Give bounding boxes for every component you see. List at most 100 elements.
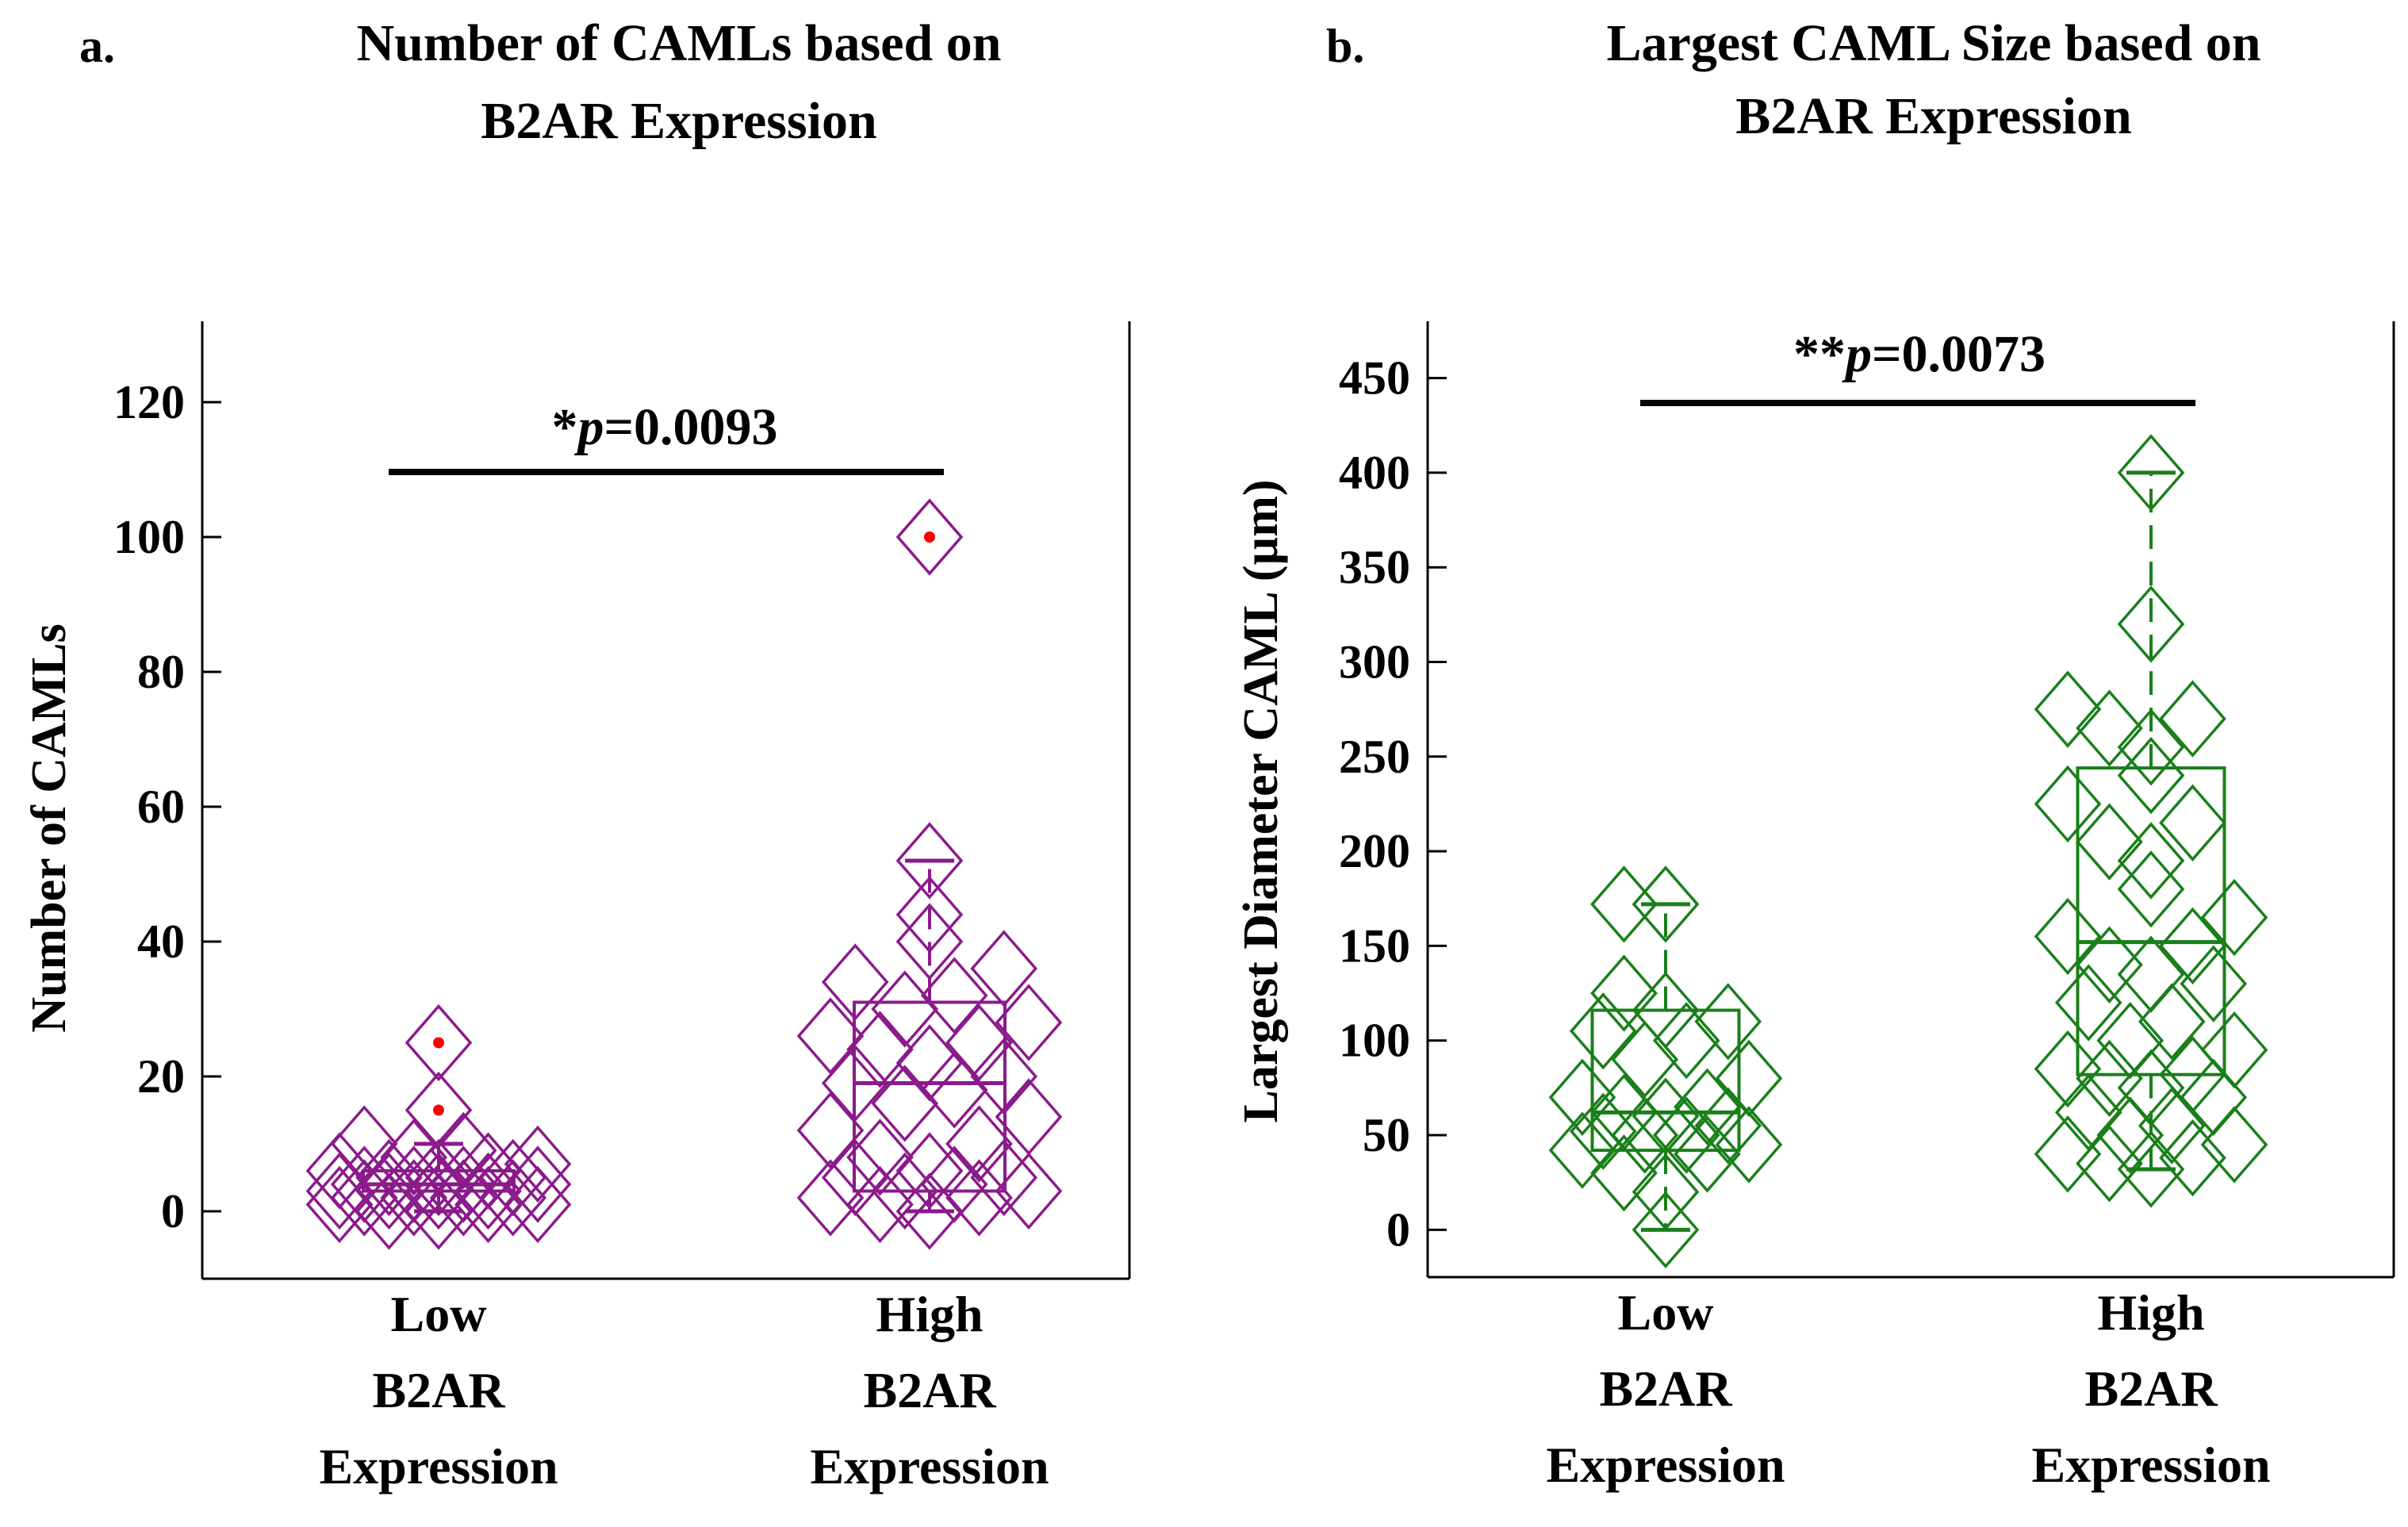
- outlier-marker: [433, 1037, 444, 1049]
- data-point: [2034, 1030, 2102, 1108]
- data-point: [2117, 850, 2185, 928]
- data-point: [1652, 1002, 1720, 1080]
- data-point: [330, 1145, 398, 1223]
- x-tick-label: B2AR: [863, 1362, 996, 1418]
- data-point: [1632, 1191, 1700, 1269]
- data-point: [1590, 954, 1658, 1032]
- x-tick-label: Expression: [319, 1438, 558, 1494]
- data-point: [920, 957, 988, 1034]
- x-tick-label: High: [876, 1286, 983, 1342]
- panel-b: b. Largest CAML Size based on B2AR Expre…: [1234, 14, 2395, 1493]
- panel-a-label: a.: [79, 20, 115, 72]
- data-point: [2096, 1002, 2165, 1080]
- y-tick-label: 450: [1339, 352, 1410, 405]
- data-point: [1674, 1068, 1741, 1145]
- data-point: [2159, 680, 2226, 758]
- data-point: [405, 1003, 473, 1082]
- panel-a-x-tick-labels: Low B2AR Expression High B2AR Expression: [319, 1286, 1049, 1494]
- y-tick-label: 100: [113, 511, 185, 563]
- data-point: [2076, 1039, 2143, 1118]
- data-point: [1632, 1153, 1700, 1231]
- panel-b-plot-area: [1548, 434, 2268, 1269]
- data-point: [2117, 708, 2185, 786]
- data-point: [846, 1118, 914, 1196]
- data-point: [895, 498, 964, 576]
- data-point: [355, 1152, 423, 1230]
- data-point: [2159, 907, 2226, 985]
- y-tick-label: 40: [137, 915, 185, 968]
- data-point: [429, 1111, 497, 1190]
- data-point: [2117, 822, 2185, 900]
- panel-b-label: b.: [1326, 20, 1364, 72]
- data-point: [1590, 865, 1658, 943]
- data-point: [796, 1159, 865, 1237]
- data-point: [305, 1132, 374, 1210]
- data-point: [895, 822, 964, 900]
- data-point: [504, 1165, 572, 1244]
- data-point: [1548, 1058, 1616, 1136]
- data-point: [1611, 1020, 1679, 1099]
- x-tick-label: High: [2097, 1284, 2204, 1341]
- panel-a-y-ticks: 0 20 40 60 80 100 120: [113, 376, 221, 1237]
- x-tick-label: B2AR: [372, 1362, 505, 1418]
- data-point: [2117, 935, 2185, 1013]
- data-point: [405, 1152, 473, 1230]
- y-tick-label: 350: [1339, 541, 1410, 593]
- y-tick-label: 150: [1339, 919, 1410, 972]
- data-point: [2034, 765, 2102, 843]
- data-point: [1590, 1073, 1658, 1152]
- y-tick-label: 400: [1339, 447, 1410, 499]
- data-point: [2138, 1087, 2206, 1164]
- data-point: [504, 1145, 572, 1223]
- data-point: [479, 1138, 547, 1217]
- data-point: [380, 1145, 448, 1223]
- outlier-marker: [433, 1104, 444, 1116]
- y-tick-label: 50: [1363, 1109, 1410, 1161]
- data-point: [945, 1105, 1013, 1183]
- data-point: [479, 1159, 547, 1237]
- data-point: [821, 1044, 889, 1122]
- data-point: [2076, 926, 2143, 1003]
- data-point: [330, 1159, 398, 1237]
- data-point: [970, 1038, 1038, 1115]
- data-point: [995, 984, 1063, 1061]
- data-point: [796, 1092, 865, 1169]
- panel-b-title-line-1: Largest CAML Size based on: [1607, 14, 2261, 72]
- data-point: [2180, 945, 2248, 1022]
- data-point: [1548, 1111, 1616, 1189]
- data-point: [945, 1003, 1013, 1082]
- panel-b-y-axis-label: Largest Diameter CAML (µm): [1234, 479, 1288, 1122]
- data-point: [2034, 1115, 2102, 1193]
- data-point: [1632, 1077, 1700, 1155]
- data-point: [2076, 689, 2143, 767]
- panel-a-title-line-1: Number of CAMLs based on: [357, 14, 1002, 72]
- data-point: [1569, 1092, 1637, 1170]
- data-point: [2159, 1119, 2226, 1197]
- panel-b-title-line-2: B2AR Expression: [1735, 87, 2131, 145]
- data-point: [895, 876, 964, 953]
- data-point: [970, 930, 1038, 1007]
- x-tick-label: Low: [391, 1286, 487, 1342]
- panel-a: a. Number of CAMLs based on B2AR Express…: [22, 14, 1131, 1494]
- data-point: [2034, 897, 2102, 976]
- data-point: [2117, 585, 2185, 663]
- panel-a-y-axis-label: Number of CAMLs: [22, 623, 76, 1033]
- data-point: [920, 1051, 988, 1129]
- x-tick-label: Expression: [1546, 1437, 1785, 1493]
- data-point: [871, 970, 939, 1048]
- data-point: [2076, 803, 2143, 881]
- panel-a-title-line-2: B2AR Expression: [481, 92, 876, 150]
- box: [1590, 1008, 1741, 1153]
- box: [2076, 766, 2226, 1076]
- panel-a-p-value: *p=0.0093: [551, 398, 777, 456]
- y-tick-label: 300: [1339, 636, 1410, 689]
- x-tick-label: Expression: [2031, 1437, 2270, 1493]
- data-point: [846, 1011, 914, 1088]
- data-point: [380, 1159, 448, 1237]
- data-point: [970, 1138, 1038, 1217]
- data-point: [305, 1152, 374, 1230]
- data-point: [1590, 1134, 1658, 1212]
- x-tick-label: Expression: [810, 1438, 1049, 1494]
- data-point: [995, 1152, 1063, 1230]
